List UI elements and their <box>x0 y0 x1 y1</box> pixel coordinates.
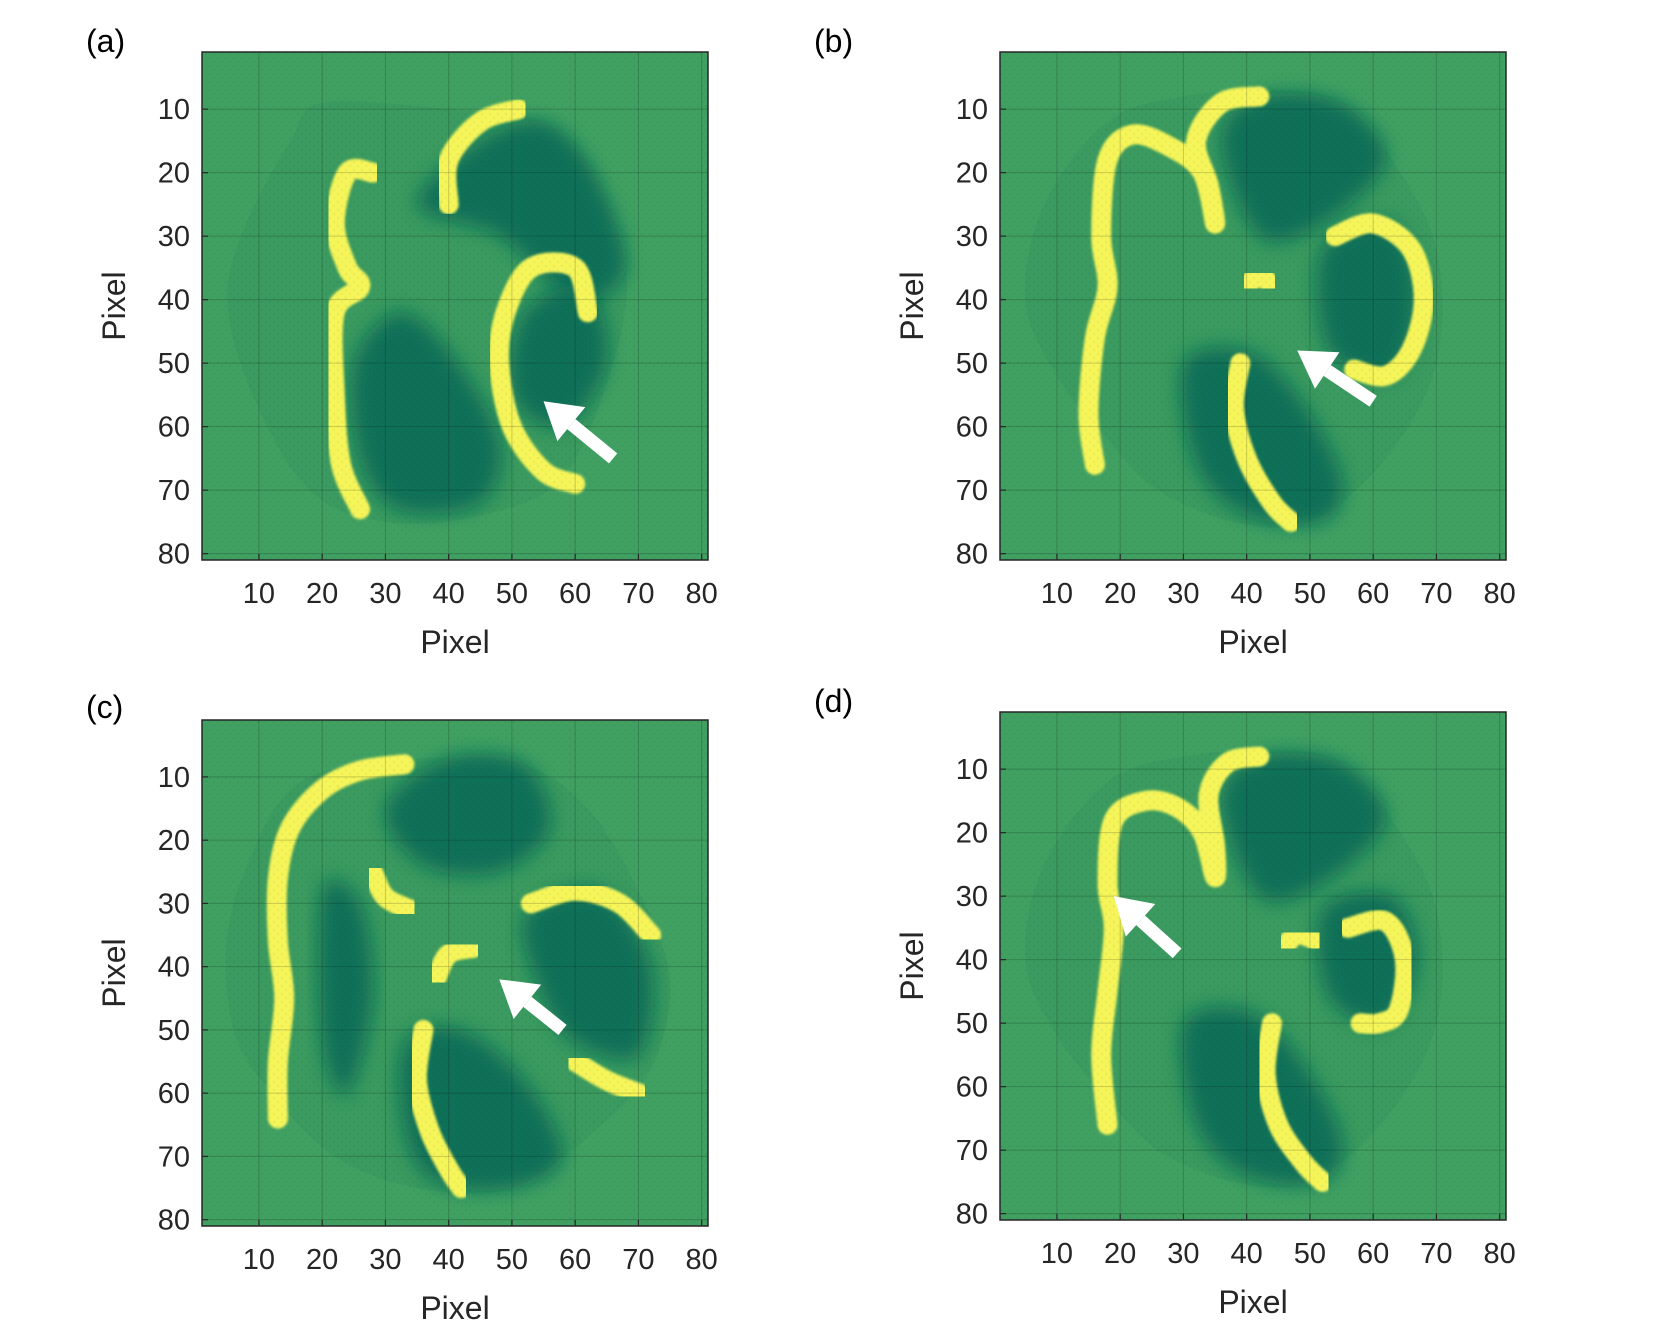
x-tick-label: 70 <box>622 1244 654 1276</box>
y-tick-label: 80 <box>956 1199 988 1231</box>
arrow-shaft <box>1323 365 1377 407</box>
texture-overlay <box>1000 52 1506 560</box>
x-tick-label: 20 <box>1104 1238 1136 1270</box>
x-tick-label: 20 <box>1104 578 1136 610</box>
x-tick-label: 10 <box>1041 578 1073 610</box>
x-tick-label: 60 <box>559 578 591 610</box>
y-axis-label: Pixel <box>96 271 132 340</box>
x-tick-label: 50 <box>496 578 528 610</box>
y-tick-label: 50 <box>956 1008 988 1040</box>
y-tick-label: 50 <box>158 348 190 380</box>
y-tick-label: 70 <box>956 475 988 507</box>
x-tick-label: 80 <box>686 1244 718 1276</box>
arrow-shaft <box>567 419 618 464</box>
y-tick-label: 70 <box>956 1135 988 1167</box>
panel-a: 10 20 30 40 50 60 70 80 10 20 30 40 50 60 70 80 Pixel Pix… <box>86 23 718 660</box>
y-tick-label: 30 <box>158 888 190 920</box>
panel-label: (b) <box>814 23 853 59</box>
y-tick-label: 20 <box>158 158 190 190</box>
x-tick-label: 30 <box>369 1244 401 1276</box>
y-axis-label: Pixel <box>894 271 930 340</box>
texture-overlay <box>202 52 708 560</box>
x-tick-label: 60 <box>1357 578 1389 610</box>
y-tick-label: 30 <box>956 881 988 913</box>
x-tick-label: 50 <box>1294 1238 1326 1270</box>
y-tick-label: 30 <box>158 221 190 253</box>
panel-d: 10 20 30 40 50 60 70 80 10 20 30 40 50 60 70 80 Pixel Pix… <box>814 683 1516 1320</box>
x-tick-label: 10 <box>243 578 275 610</box>
y-axis-label: Pixel <box>894 931 930 1000</box>
x-tick-label: 20 <box>306 1244 338 1276</box>
y-tick-label: 80 <box>158 1205 190 1237</box>
y-tick-label: 80 <box>158 539 190 571</box>
y-tick-label: 80 <box>956 539 988 571</box>
x-tick-label: 40 <box>433 1244 465 1276</box>
y-tick-label: 60 <box>956 412 988 444</box>
y-tick-label: 60 <box>956 1072 988 1104</box>
x-tick-label: 70 <box>1420 1238 1452 1270</box>
y-tick-label: 70 <box>158 475 190 507</box>
y-tick-label: 10 <box>158 94 190 126</box>
x-tick-label: 30 <box>1167 578 1199 610</box>
x-tick-label: 80 <box>1484 1238 1516 1270</box>
x-tick-label: 80 <box>686 578 718 610</box>
x-tick-label: 20 <box>306 578 338 610</box>
panel-c: 10 20 30 40 50 60 70 80 10 20 30 40 50 60 70 80 Pixel Pix… <box>86 689 718 1324</box>
panel-b: 10 20 30 40 50 60 70 80 10 20 30 40 50 60 70 80 Pixel Pix… <box>814 23 1516 660</box>
x-tick-label: 70 <box>1420 578 1452 610</box>
axes-box <box>201 719 709 1227</box>
x-tick-label: 30 <box>369 578 401 610</box>
y-tick-label: 20 <box>956 818 988 850</box>
x-tick-label: 50 <box>1294 578 1326 610</box>
arrow-head <box>1297 350 1340 389</box>
y-tick-label: 30 <box>956 221 988 253</box>
y-tick-label: 60 <box>158 412 190 444</box>
texture-overlay <box>202 720 708 1226</box>
arrow-shaft <box>523 996 567 1036</box>
x-tick-label: 10 <box>243 1244 275 1276</box>
x-tick-label: 50 <box>496 1244 528 1276</box>
panel-label: (d) <box>814 683 853 719</box>
x-tick-label: 60 <box>1357 1238 1389 1270</box>
y-tick-label: 40 <box>956 285 988 317</box>
arrow-head <box>1113 896 1156 937</box>
y-tick-label: 50 <box>956 348 988 380</box>
x-tick-label: 30 <box>1167 1238 1199 1270</box>
arrow-head <box>543 401 586 442</box>
y-tick-label: 10 <box>956 94 988 126</box>
arrow-shaft <box>1136 915 1182 959</box>
axes-box <box>999 51 1507 561</box>
y-axis-label: Pixel <box>96 938 132 1007</box>
y-tick-label: 60 <box>158 1078 190 1110</box>
y-tick-label: 10 <box>158 762 190 794</box>
y-tick-label: 40 <box>956 945 988 977</box>
x-axis-label: Pixel <box>1218 624 1287 660</box>
x-tick-label: 40 <box>1231 1238 1263 1270</box>
x-axis-label: Pixel <box>420 624 489 660</box>
x-tick-label: 40 <box>433 578 465 610</box>
panel-label: (a) <box>86 23 125 59</box>
axes-box <box>999 711 1507 1221</box>
y-tick-label: 20 <box>158 825 190 857</box>
panel-label: (c) <box>86 689 123 725</box>
y-tick-label: 70 <box>158 1141 190 1173</box>
x-tick-label: 40 <box>1231 578 1263 610</box>
x-tick-label: 10 <box>1041 1238 1073 1270</box>
x-axis-label: Pixel <box>1218 1284 1287 1320</box>
texture-overlay <box>1000 712 1506 1220</box>
x-tick-label: 70 <box>622 578 654 610</box>
y-tick-label: 20 <box>956 158 988 190</box>
arrow-head <box>499 979 542 1019</box>
x-axis-label: Pixel <box>420 1290 489 1324</box>
y-tick-label: 50 <box>158 1015 190 1047</box>
y-tick-label: 40 <box>158 952 190 984</box>
y-tick-label: 10 <box>956 754 988 786</box>
x-tick-label: 80 <box>1484 578 1516 610</box>
axes-box <box>201 51 709 561</box>
y-tick-label: 40 <box>158 285 190 317</box>
x-tick-label: 60 <box>559 1244 591 1276</box>
